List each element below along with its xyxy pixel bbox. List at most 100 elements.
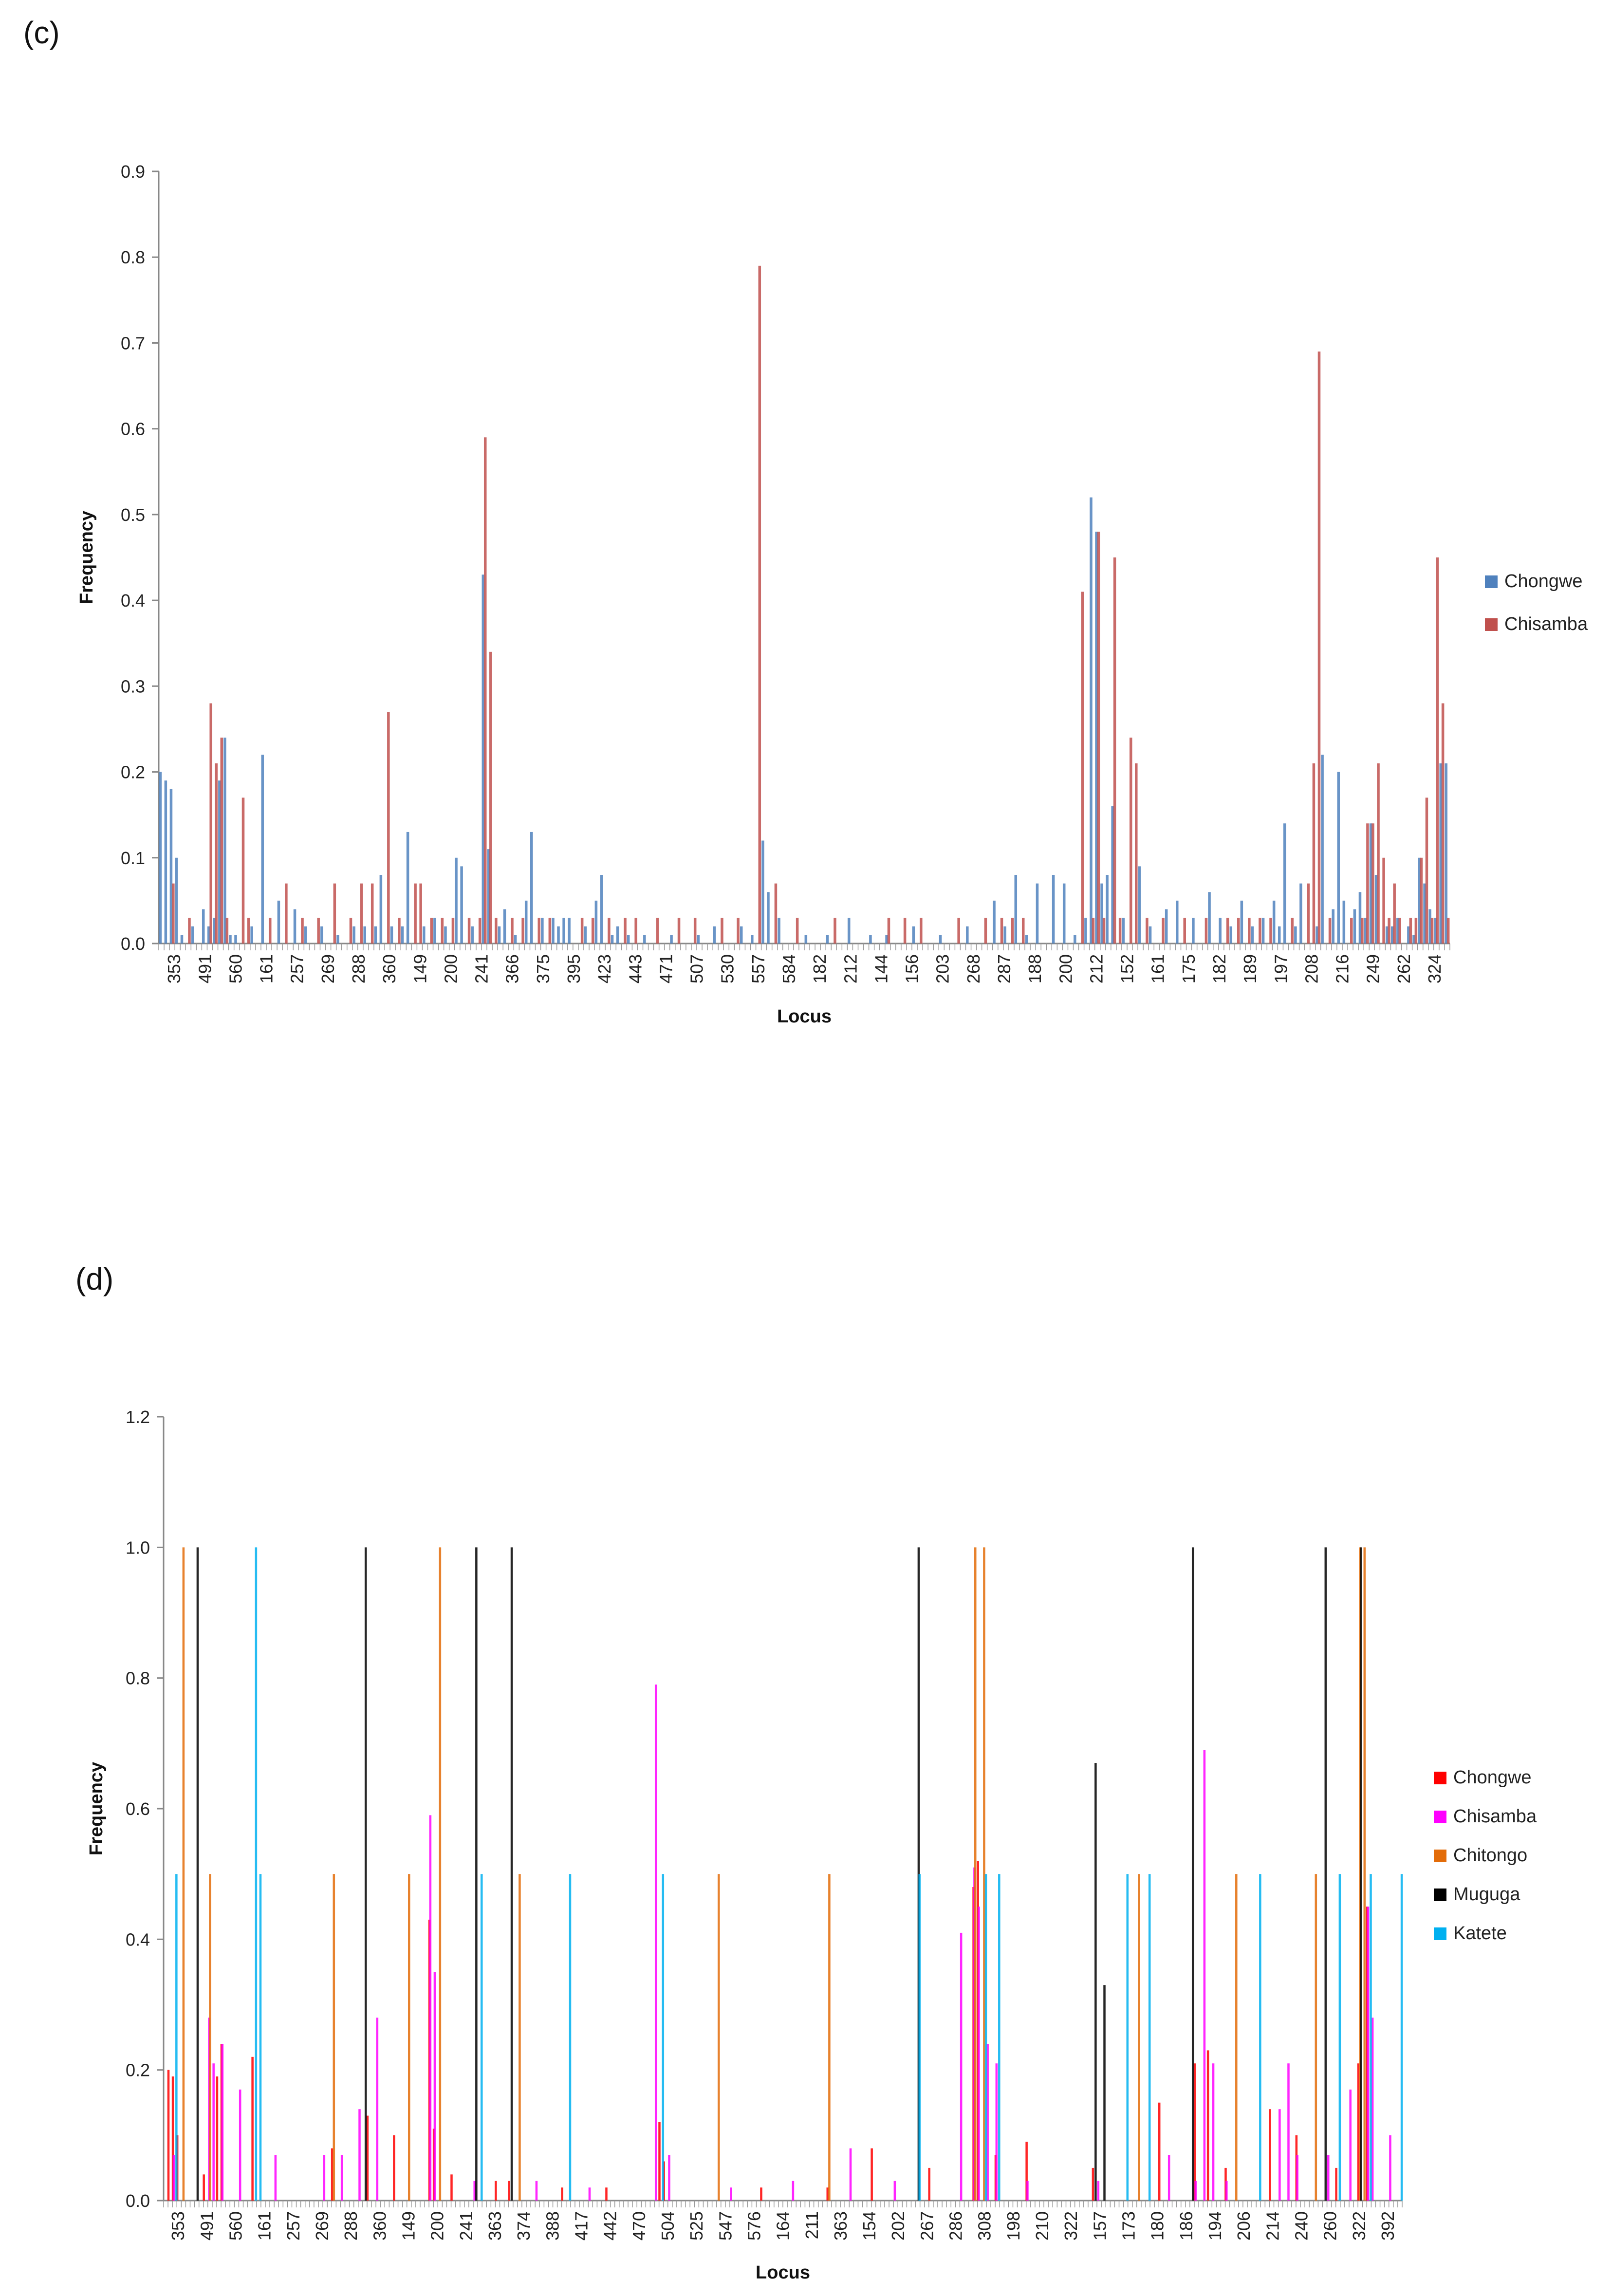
bar-chisamba — [483, 437, 487, 944]
bar-chongwe — [277, 900, 280, 944]
bar-chongwe — [552, 918, 555, 944]
bar-chisamba — [441, 918, 444, 944]
bar-chongwe — [1316, 926, 1318, 944]
bar-chisamba — [1425, 797, 1428, 944]
bar-chongwe — [885, 935, 888, 944]
bar-chisamba — [1328, 918, 1332, 944]
bar-chongwe — [1412, 935, 1415, 944]
x-tick-label: 288 — [349, 954, 369, 983]
bar-chisamba — [495, 918, 498, 944]
bar-chisamba — [239, 2089, 241, 2201]
bar-muguga — [475, 1547, 478, 2201]
bar-chongwe — [471, 926, 474, 944]
bar-chisamba — [433, 1972, 436, 2201]
bar-chongwe — [1090, 497, 1093, 944]
bar-muguga — [196, 1547, 199, 2201]
x-tick-label: 249 — [1363, 954, 1383, 983]
bar-chisamba — [1129, 738, 1132, 944]
bar-katete — [1338, 1874, 1341, 2201]
bar-chitongo — [1315, 1874, 1317, 2201]
x-tick-label: 161 — [255, 2211, 275, 2240]
bar-chisamba — [634, 918, 637, 944]
bar-chongwe — [1294, 926, 1297, 944]
x-tick-label: 287 — [994, 954, 1014, 983]
bar-chisamba — [511, 918, 514, 944]
bar-chisamba — [792, 2181, 795, 2201]
bar-chongwe — [713, 926, 716, 944]
bar-chisamba — [212, 2063, 215, 2201]
x-tick-label: 200 — [441, 954, 461, 983]
bar-chisamba — [429, 1815, 432, 2201]
bar-chongwe — [223, 738, 226, 944]
bar-chongwe — [1335, 2167, 1337, 2201]
x-tick-label: 186 — [1176, 2211, 1196, 2240]
bar-chisamba — [887, 918, 890, 944]
x-tick-label: 443 — [625, 954, 645, 983]
bar-chisamba — [774, 883, 778, 944]
bar-chongwe — [444, 926, 447, 944]
legend-swatch-muguga — [1434, 1889, 1446, 1901]
bar-muguga — [1360, 1547, 1362, 2201]
x-tick-label: 149 — [410, 954, 430, 983]
bar-chongwe — [450, 2174, 453, 2201]
bar-chongwe — [1337, 772, 1340, 944]
bar-chisamba — [957, 918, 960, 944]
bar-chongwe — [352, 926, 355, 944]
x-tick-label: 269 — [318, 954, 338, 983]
x-tick-label: 507 — [687, 954, 707, 983]
bar-chisamba — [986, 2044, 989, 2201]
bar-chongwe — [1074, 935, 1076, 944]
bar-chongwe — [1385, 926, 1389, 944]
bar-chisamba — [960, 1932, 963, 2201]
bar-chongwe — [406, 832, 409, 944]
bar-chisamba — [241, 797, 245, 944]
bar-chisamba — [1026, 2181, 1029, 2201]
bar-chongwe — [778, 918, 780, 944]
bar-chongwe — [1092, 2167, 1094, 2201]
bar-chongwe — [561, 2187, 563, 2201]
bar-chisamba — [1436, 557, 1439, 944]
bar-chisamba — [398, 918, 401, 944]
bar-chongwe — [1269, 2109, 1271, 2201]
bar-katete — [918, 1874, 921, 2201]
bar-chongwe — [530, 832, 533, 944]
bar-chongwe — [1439, 763, 1442, 944]
bar-chongwe — [1240, 900, 1243, 944]
bar-chongwe — [826, 2187, 829, 2201]
x-tick-label: 175 — [1179, 954, 1199, 983]
bar-chisamba — [1248, 918, 1251, 944]
bar-chisamba — [1371, 2018, 1374, 2201]
bar-chisamba — [221, 2044, 224, 2201]
bar-chongwe — [202, 909, 205, 944]
bar-chisamba — [1349, 2089, 1352, 2201]
bar-chitongo — [519, 1874, 521, 2201]
bar-chongwe — [180, 935, 184, 944]
bar-chongwe — [1084, 918, 1087, 944]
bar-chongwe — [1003, 926, 1006, 944]
bar-chisamba — [220, 738, 223, 944]
bar-chongwe — [159, 772, 162, 944]
x-tick-label: 149 — [398, 2211, 418, 2240]
bar-chisamba — [387, 712, 390, 944]
bar-chongwe — [175, 857, 178, 944]
y-tick-label: 0.3 — [121, 676, 145, 696]
legend-swatch-chisamba — [1485, 618, 1498, 631]
bar-chisamba — [1011, 918, 1014, 944]
bar-chongwe — [760, 2187, 762, 2201]
bar-chongwe — [1299, 883, 1302, 944]
bar-chongwe — [541, 918, 544, 944]
bar-chisamba — [376, 2018, 379, 2201]
bar-chongwe — [207, 926, 210, 944]
x-tick-label: 286 — [946, 2211, 966, 2240]
bar-chisamba — [478, 918, 482, 944]
x-tick-label: 530 — [718, 954, 738, 983]
bar-chisamba — [521, 918, 524, 944]
bar-chongwe — [164, 780, 167, 944]
x-tick-label: 388 — [542, 2211, 562, 2240]
bar-chongwe — [320, 926, 323, 944]
x-tick-label: 353 — [168, 2211, 188, 2240]
bar-chongwe — [423, 926, 426, 944]
x-tick-label: 180 — [1148, 2211, 1167, 2240]
x-tick-label: 360 — [370, 2211, 389, 2240]
bar-chongwe — [761, 840, 764, 944]
